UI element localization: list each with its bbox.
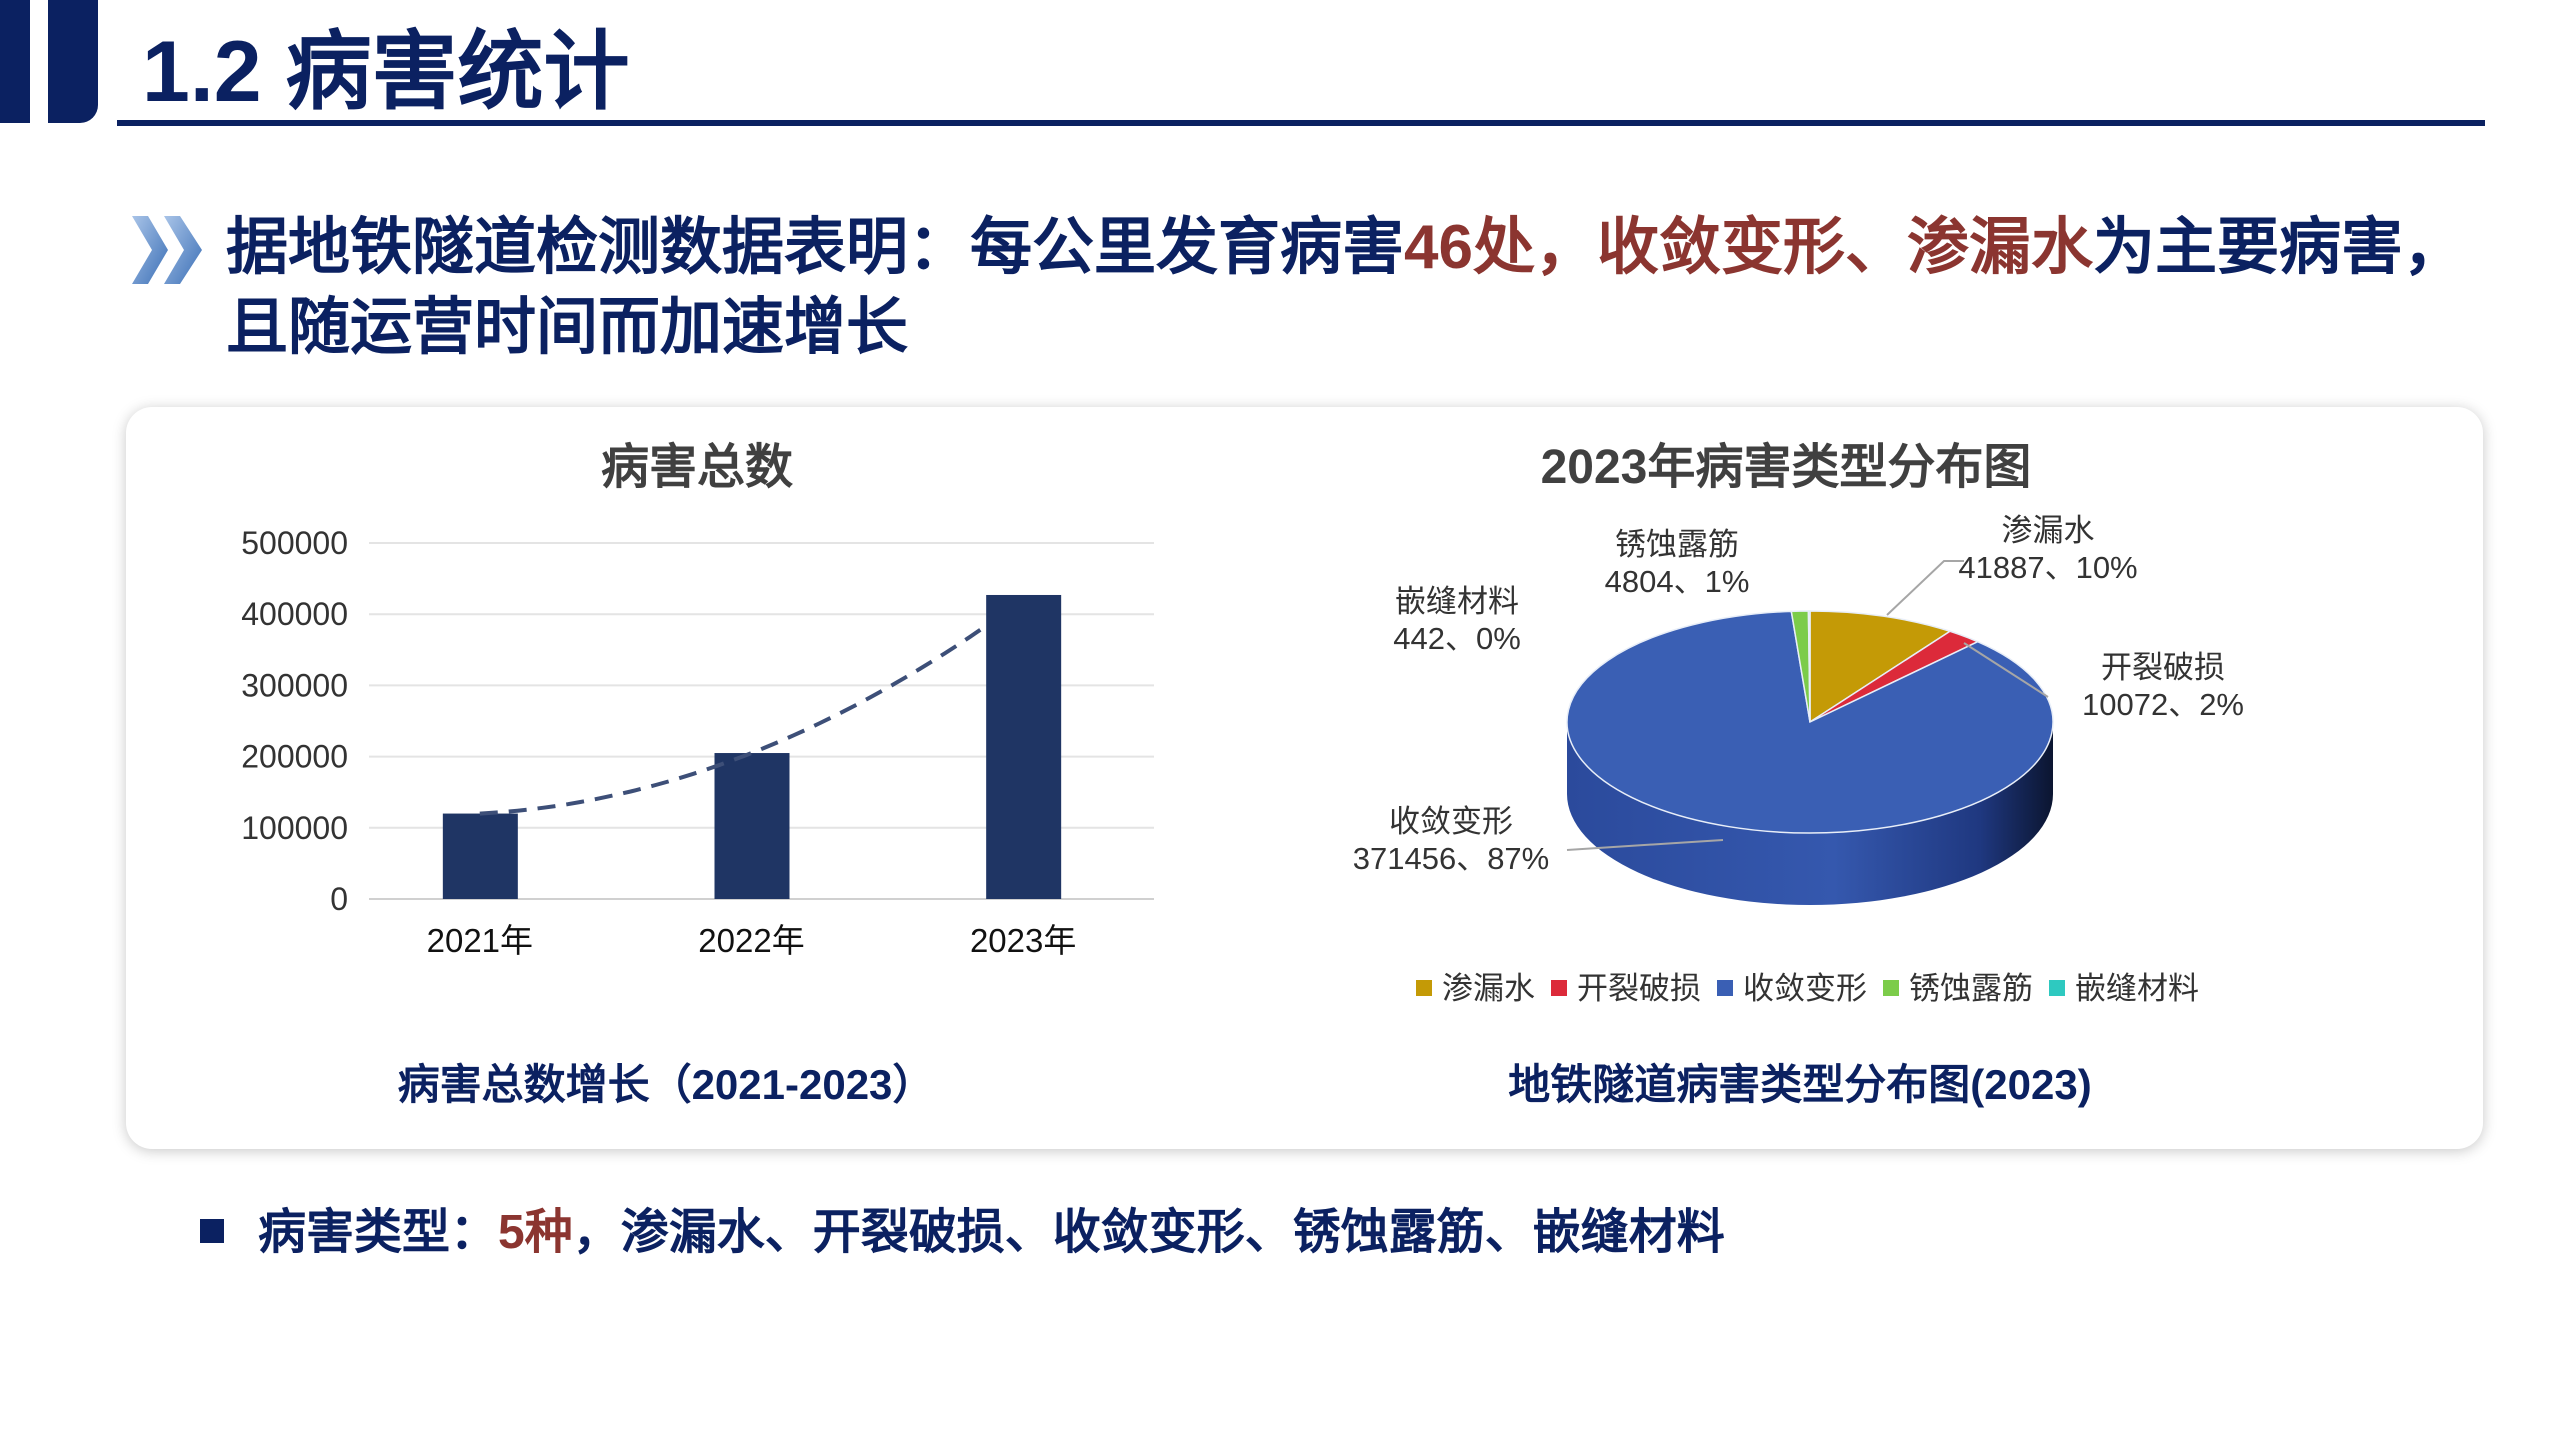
y-tick-label: 200000 — [241, 739, 348, 775]
charts-canvas: 病害总数 病害总数增长（2021-2023） 0 100000 200000 3000… — [241, 441, 2244, 1108]
legend-label: 嵌缝材料 — [2075, 971, 2199, 1006]
x-tick-label: 2021年 — [427, 922, 533, 959]
data-label-value: 4804、1% — [1605, 564, 1750, 599]
bar-2021年 — [442, 813, 518, 899]
header-accent-block — [48, 0, 98, 123]
legend-label: 锈蚀露筋 — [1909, 971, 2033, 1006]
data-label-value: 41887、10% — [1958, 550, 2137, 585]
leader-line — [1963, 642, 2049, 698]
bar-2023年 — [986, 594, 1062, 899]
charts-card: 病害总数 病害总数增长（2021-2023） 0 100000 200000 3000… — [126, 407, 2483, 1149]
pie-slice-嵌缝材料 — [1807, 610, 1811, 723]
legend-swatch-锈蚀露筋 — [1883, 980, 1899, 996]
pie-slice-渗漏水 — [1809, 610, 1952, 724]
y-tick-label: 100000 — [241, 810, 348, 846]
data-label-value: 371456、87% — [1353, 841, 1550, 876]
bar-chart: 0 100000 200000 300000 400000 500000 2021年 2022… — [241, 525, 1154, 959]
legend-swatch-开裂破损 — [1551, 980, 1567, 996]
title-underline — [117, 120, 2485, 126]
data-label-value: 10072、2% — [2082, 687, 2244, 722]
bullet-square-icon — [200, 1219, 224, 1244]
data-label-value: 442、0% — [1393, 621, 1521, 656]
legend-label: 收敛变形 — [1743, 971, 1867, 1006]
y-tick-label: 500000 — [241, 525, 348, 561]
y-tick-label: 0 — [330, 881, 348, 917]
legend-label: 开裂破损 — [1577, 971, 1701, 1006]
footer-text: ，渗漏水、开裂破损、收敛变形、锈蚀露筋、嵌缝材料 — [572, 1206, 1725, 1259]
disease-types-bullet: 病害类型：5种，渗漏水、开裂破损、收敛变形、锈蚀露筋、嵌缝材料 — [200, 1200, 1725, 1266]
footer-label: 病害类型： — [258, 1206, 499, 1259]
lead-statement: 据地铁隧道检测数据表明：每公里发育病害46处，收敛变形、渗漏水为主要病害，且随运… — [226, 208, 2486, 368]
x-tick-label: 2023年 — [970, 922, 1076, 959]
page-title: 1.2 病害统计 — [142, 24, 630, 120]
y-tick-label: 300000 — [241, 667, 348, 703]
data-label-name: 收敛变形 — [1389, 804, 1513, 839]
pie-chart-title: 2023年病害类型分布图 — [1541, 441, 2032, 494]
lead-text: 据地铁隧道检测数据表明：每公里发育病害 — [226, 213, 1405, 282]
leader-line — [1566, 839, 1724, 851]
legend-label: 渗漏水 — [1442, 971, 1535, 1006]
data-label-name: 嵌缝材料 — [1395, 584, 1519, 619]
data-label-name: 渗漏水 — [2002, 513, 2095, 548]
leader-line — [1886, 560, 1964, 616]
bar-2022年 — [714, 753, 790, 899]
pie-chart-caption: 地铁隧道病害类型分布图(2023) — [1508, 1061, 2091, 1108]
double-chevron-icon — [132, 216, 202, 284]
lead-text-end: 为主要病害，且随运营时间而加速增长 — [226, 213, 2465, 362]
trend-line — [479, 626, 984, 816]
pie-side — [1567, 722, 2053, 905]
legend-swatch-收敛变形 — [1717, 980, 1733, 996]
lead-highlight: 46处，收敛变形、渗漏水 — [1404, 213, 2093, 282]
y-tick-label: 400000 — [241, 596, 348, 632]
header-accent-bar — [0, 0, 30, 123]
pie-chart: 渗漏水41887、10%开裂破损10072、2%收敛变形371456、87%锈蚀… — [1353, 513, 2244, 1006]
legend-swatch-渗漏水 — [1416, 980, 1432, 996]
data-label-name: 开裂破损 — [2101, 650, 2225, 685]
footer-highlight: 5种 — [498, 1206, 573, 1259]
legend-swatch-嵌缝材料 — [2049, 980, 2065, 996]
bar-chart-title: 病害总数 — [601, 441, 793, 494]
bar-chart-caption: 病害总数增长（2021-2023） — [398, 1061, 935, 1108]
x-tick-label: 2022年 — [698, 922, 804, 959]
data-label-name: 锈蚀露筋 — [1615, 527, 1739, 562]
pie-slice-收敛变形 — [1566, 610, 2054, 834]
